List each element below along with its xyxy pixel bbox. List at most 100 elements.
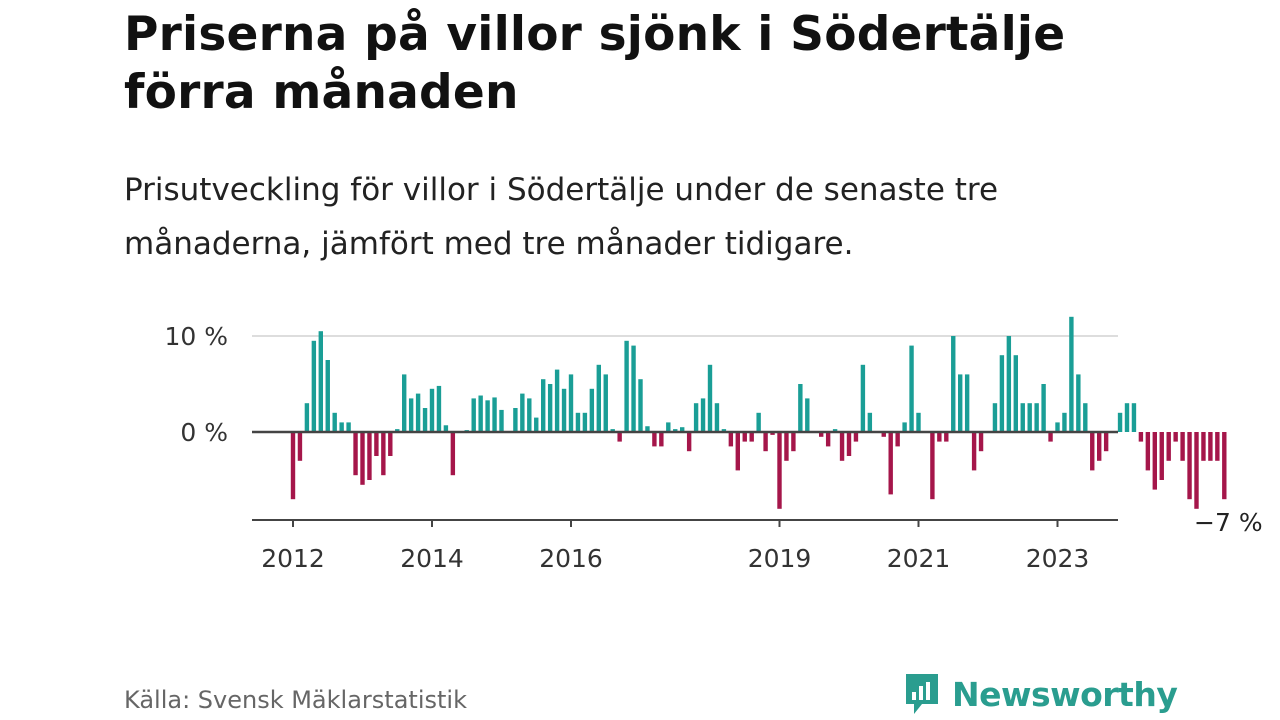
bar	[541, 379, 546, 432]
bar	[735, 432, 740, 471]
bar	[1194, 432, 1199, 509]
source-note: Källa: Svensk Mäklarstatistik	[124, 686, 467, 714]
bar	[1215, 432, 1220, 461]
bar	[408, 398, 414, 432]
bar	[1180, 432, 1185, 461]
bar	[485, 400, 490, 432]
bar	[805, 398, 810, 432]
bar	[693, 403, 699, 432]
bar	[1097, 432, 1102, 461]
bar	[1027, 403, 1032, 432]
x-tick-label: 2016	[539, 544, 603, 573]
bar	[1048, 432, 1053, 442]
bar	[992, 403, 998, 432]
bar-chart: 10 % 0 % 2012 2014 2016 2019 2021 2023 −7 %	[164, 316, 1263, 573]
bar	[520, 393, 525, 432]
bar	[1055, 422, 1060, 432]
bar	[527, 398, 532, 432]
bar	[798, 384, 803, 432]
bar	[784, 432, 789, 461]
bar	[395, 429, 400, 432]
bar	[700, 398, 706, 432]
bar	[325, 360, 330, 432]
x-tick-label: 2023	[1026, 544, 1090, 573]
bar	[958, 374, 963, 432]
bar	[902, 422, 907, 432]
bar	[1166, 432, 1171, 461]
bar	[554, 369, 560, 432]
bar	[659, 432, 664, 447]
bar	[971, 432, 977, 471]
bar	[1083, 403, 1088, 432]
bar	[1013, 355, 1018, 432]
bar	[311, 340, 317, 432]
chart-title: Priserna på villor sjönk i Södertälje fö…	[124, 7, 1066, 120]
bar	[575, 412, 581, 432]
bar	[1076, 374, 1081, 432]
bar	[881, 432, 886, 437]
bar	[652, 432, 657, 447]
bar	[1131, 403, 1137, 432]
bar	[819, 432, 824, 437]
bar	[610, 429, 615, 432]
bar	[367, 432, 372, 480]
bar	[318, 331, 323, 432]
bar	[415, 393, 421, 432]
bar	[402, 374, 407, 432]
bar	[763, 432, 768, 452]
bar	[846, 432, 852, 456]
bar	[436, 385, 442, 432]
x-tick-label: 2012	[261, 544, 325, 573]
bar	[332, 412, 337, 432]
brand-logo: Newsworthy	[902, 670, 1178, 718]
chart-subtitle: Prisutveckling för villor i Södertälje u…	[124, 172, 999, 262]
bar	[937, 432, 942, 442]
bar	[388, 432, 393, 456]
bar	[568, 374, 574, 432]
bar	[624, 340, 629, 432]
bar	[867, 412, 873, 432]
bar	[1159, 432, 1164, 480]
bar	[346, 422, 351, 432]
bar	[471, 398, 476, 432]
bar	[999, 355, 1005, 432]
bar	[770, 432, 775, 435]
bar	[304, 403, 310, 432]
bar	[978, 432, 984, 452]
bar	[422, 408, 428, 432]
bar	[603, 374, 608, 432]
bar	[839, 432, 845, 461]
brand-name: Newsworthy	[952, 674, 1178, 714]
bar	[297, 432, 303, 461]
bar	[1187, 432, 1192, 500]
bar	[360, 432, 365, 485]
bar	[756, 412, 761, 432]
y-tick-label: 0 %	[180, 418, 228, 447]
bar	[673, 429, 678, 432]
bar	[686, 432, 692, 452]
bar	[374, 432, 379, 456]
bar	[443, 425, 449, 432]
bar	[707, 364, 713, 432]
bar	[492, 397, 497, 432]
bar	[513, 408, 518, 432]
bar	[339, 422, 344, 432]
newsworthy-logo-icon	[906, 674, 938, 714]
axes	[252, 430, 1118, 527]
bar	[909, 345, 914, 432]
last-value-label: −7 %	[1194, 508, 1263, 537]
bar	[1006, 336, 1012, 432]
bar	[290, 432, 296, 500]
bars	[290, 316, 1227, 509]
bar	[895, 432, 900, 447]
bar	[353, 432, 358, 476]
bar	[638, 379, 643, 432]
bar	[1208, 432, 1213, 461]
bar	[680, 427, 685, 432]
bar	[749, 432, 754, 442]
y-tick-label: 10 %	[164, 322, 228, 351]
bar	[1201, 432, 1206, 461]
bar	[1124, 403, 1130, 432]
bar	[916, 412, 921, 432]
bar	[631, 345, 636, 432]
